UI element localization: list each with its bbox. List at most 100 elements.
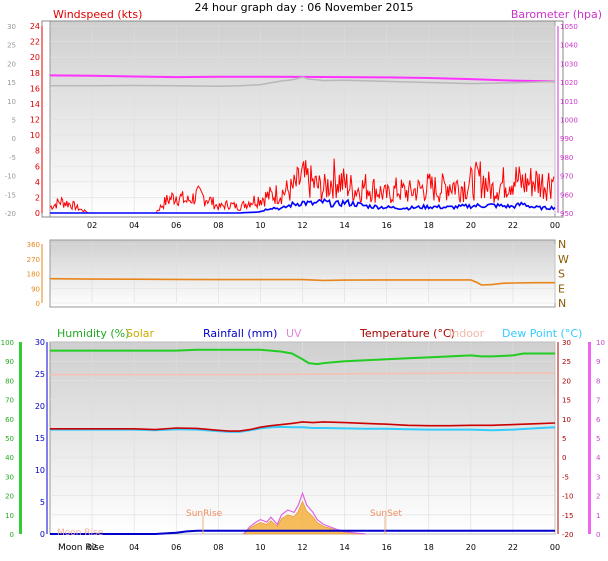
sunrise-label: SunRise: [186, 509, 223, 519]
wind-direction-line: [49, 277, 555, 286]
x-tick-label: 22: [508, 221, 518, 230]
x-tick-label: 18: [424, 543, 434, 552]
x-tick-label: 14: [339, 543, 349, 552]
sunset-label: SunSet: [370, 509, 402, 519]
temp-tick-label: 25: [7, 42, 16, 50]
humidity-tick-label: 10: [5, 512, 14, 520]
x-tick-label: 16: [382, 221, 392, 230]
temp-tick-label: -10: [5, 173, 16, 181]
moonrise-top-label: Moon Rise: [57, 528, 104, 538]
wind-tick-label: 8: [35, 147, 40, 156]
wind-tick-label: 12: [30, 116, 40, 125]
wind-tick-label: 6: [35, 162, 40, 171]
uv-axis-bar: [588, 342, 591, 534]
temp-tick-label: -20: [5, 210, 16, 218]
x-tick-label: 08: [213, 221, 223, 230]
temp-tick-label: -15: [5, 191, 16, 199]
rain-tick-label: 15: [35, 434, 45, 443]
temperature-line: [50, 421, 556, 432]
rainfall-label: Rainfall (mm): [203, 327, 277, 340]
rain-tick-label: 5: [40, 498, 45, 507]
x-tick-label: 08: [213, 543, 223, 552]
x-tick-label: 00: [550, 543, 560, 552]
windspeed-line: [50, 197, 556, 214]
humidity-axis-bar: [19, 342, 22, 534]
baro-tick-label: 1000: [560, 117, 578, 125]
humidity-tick-label: 70: [5, 397, 14, 405]
baro-tick-label: 1030: [560, 60, 578, 68]
x-tick-label: 00: [550, 221, 560, 230]
x-tick-label: 04: [129, 543, 139, 552]
x-tick-label: 02: [87, 543, 97, 552]
x-tick-label: 06: [171, 543, 181, 552]
temperature-axis-ticks-right: 30 25 20 15 10 5 0 -5 -10 -15 -20: [557, 339, 573, 539]
x-tick-label: 20: [466, 221, 476, 230]
uv-tick-label: 3: [596, 473, 600, 481]
wind-tick-label: 4: [35, 178, 40, 187]
compass-tick-label: S: [558, 268, 565, 281]
temp-tick-label: -20: [562, 531, 573, 539]
x-tick-label: 20: [466, 543, 476, 552]
compass-tick-label: N: [558, 238, 566, 251]
temp-tick-label: 20: [562, 377, 571, 385]
degree-tick-label: 270: [27, 256, 40, 264]
humidity-tick-label: 40: [5, 454, 14, 462]
uv-tick-label: 10: [596, 339, 605, 347]
uv-tick-label: 5: [596, 435, 600, 443]
baro-tick-label: 1040: [560, 42, 578, 50]
baro-tick-label: 1020: [560, 79, 578, 87]
uv-tick-label: 1: [596, 512, 600, 520]
wind-series: [49, 74, 556, 214]
rain-tick-label: 10: [35, 466, 45, 475]
temp-tick-label: -5: [9, 154, 16, 162]
uv-tick-label: 0: [596, 531, 600, 539]
temp-x-axis-ticks: 02 04 06 08 10 12 14 16 18 20 22 00: [87, 543, 560, 552]
uv-tick-label: 7: [596, 397, 600, 405]
humidity-label: Humidity (%): [57, 327, 129, 340]
direction-panel-grid: [50, 243, 556, 304]
wind-x-axis-ticks: 02 04 06 08 10 12 14 16 18 20 22 00: [87, 221, 560, 230]
temp-tick-label: -15: [562, 512, 573, 520]
humidity-tick-label: 100: [1, 339, 14, 347]
x-tick-label: 22: [508, 543, 518, 552]
temp-tick-label: 0: [562, 454, 566, 462]
uv-label: UV: [286, 327, 302, 340]
uv-tick-label: 2: [596, 493, 600, 501]
temp-tick-label: 5: [12, 117, 16, 125]
temp-tick-label: 25: [562, 358, 571, 366]
uv-tick-label: 4: [596, 454, 601, 462]
x-tick-label: 18: [424, 221, 434, 230]
temp-tick-label: 20: [7, 60, 16, 68]
wind-tick-label: 14: [30, 100, 40, 109]
humidity-tick-label: 60: [5, 416, 14, 424]
compass-tick-label: E: [558, 282, 565, 295]
wind-tick-label: 20: [30, 53, 40, 62]
degree-tick-label: 180: [27, 271, 40, 279]
humidity-tick-label: 20: [5, 493, 14, 501]
wind-tick-label: 16: [30, 84, 40, 93]
degree-tick-label: 0: [36, 300, 40, 308]
temp-tick-label: 10: [7, 98, 16, 106]
compass-tick-label: N: [558, 297, 566, 310]
x-tick-label: 04: [129, 221, 139, 230]
temp-tick-label: 30: [7, 23, 16, 31]
temp-tick-label: 15: [562, 397, 571, 405]
solar-label: Solar: [126, 327, 155, 340]
indoor-label: Indoor: [449, 327, 485, 340]
wind-tick-label: 2: [35, 193, 40, 202]
baro-tick-label: 970: [560, 173, 573, 181]
direction-series: [49, 277, 555, 286]
temp-tick-label: 5: [562, 435, 566, 443]
humidity-tick-label: 0: [10, 531, 14, 539]
temp-tick-label: 0: [12, 135, 16, 143]
barometer-axis-ticks: 1050 1040 1030 1020 1010 1000 990 980 970 960 950: [557, 23, 578, 218]
humidity-tick-label: 90: [5, 358, 14, 366]
temperature-label: Temperature (°C): [359, 327, 455, 340]
temp-tick-label: -5: [562, 473, 569, 481]
direction-degree-ticks: 360 270 180 90 0: [27, 241, 43, 308]
baro-tick-label: 950: [560, 210, 573, 218]
rain-tick-label: 30: [35, 338, 45, 347]
humidity-tick-label: 80: [5, 377, 14, 385]
